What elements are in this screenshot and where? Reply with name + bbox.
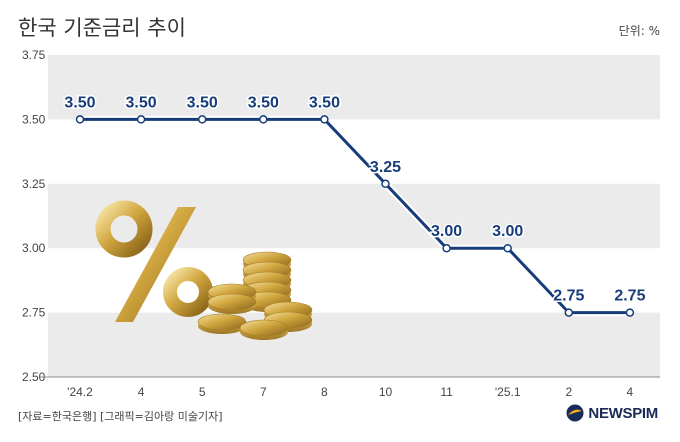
- data-label: 2.75: [553, 288, 584, 305]
- grid-band: [48, 312, 660, 377]
- data-point: [625, 308, 635, 317]
- newspim-logo-icon: [566, 404, 584, 422]
- y-tick-label: 3.25: [22, 177, 46, 191]
- unit-label: 단위: %: [618, 24, 660, 38]
- y-tick-label: 3.00: [22, 241, 46, 255]
- x-tick-label: 11: [440, 385, 453, 399]
- y-tick-label: 3.50: [22, 112, 46, 126]
- x-tick-label: 10: [379, 385, 393, 399]
- newspim-logo: NEWSPIM: [566, 404, 658, 422]
- series-line: [80, 117, 630, 315]
- data-label: 3.25: [370, 159, 401, 176]
- x-tick-label: 7: [260, 385, 267, 399]
- data-label: 3.50: [187, 94, 218, 111]
- data-point: [320, 115, 329, 124]
- newspim-logo-text: NEWSPIM: [588, 404, 658, 422]
- data-point: [75, 115, 85, 124]
- data-point: [197, 115, 207, 124]
- y-tick-label: 3.75: [22, 48, 46, 62]
- data-point: [136, 115, 146, 124]
- x-tick-label: 5: [199, 385, 206, 399]
- x-tick-label: 4: [627, 385, 634, 399]
- data-label: 3.50: [248, 94, 279, 111]
- y-tick-label: 2.50: [22, 370, 46, 384]
- data-label: 2.75: [614, 288, 645, 305]
- x-tick-label: '24.2: [67, 385, 93, 399]
- data-label: 3.00: [492, 223, 523, 240]
- data-point: [503, 243, 512, 253]
- x-tick-label: 8: [321, 385, 328, 399]
- data-label: 3.00: [431, 223, 462, 240]
- data-point: [381, 179, 390, 189]
- gold-percent-coins-illustration: [95, 200, 313, 340]
- x-tick-label: 4: [138, 385, 145, 399]
- x-tick-label: '25.1: [495, 385, 521, 399]
- data-label: 3.50: [126, 94, 157, 111]
- source-credit: [자료=한국은행] [그래픽=김아랑 미술기자]: [18, 410, 223, 423]
- x-tick-label: 2: [565, 385, 572, 399]
- grid-band: [48, 55, 660, 120]
- chart-title: 한국 기준금리 추이: [18, 16, 186, 40]
- data-label: 3.50: [64, 94, 95, 111]
- data-label: 3.50: [309, 94, 340, 111]
- data-point: [564, 308, 574, 317]
- data-point: [442, 243, 451, 253]
- data-point: [259, 115, 268, 124]
- y-tick-label: 2.75: [22, 306, 46, 320]
